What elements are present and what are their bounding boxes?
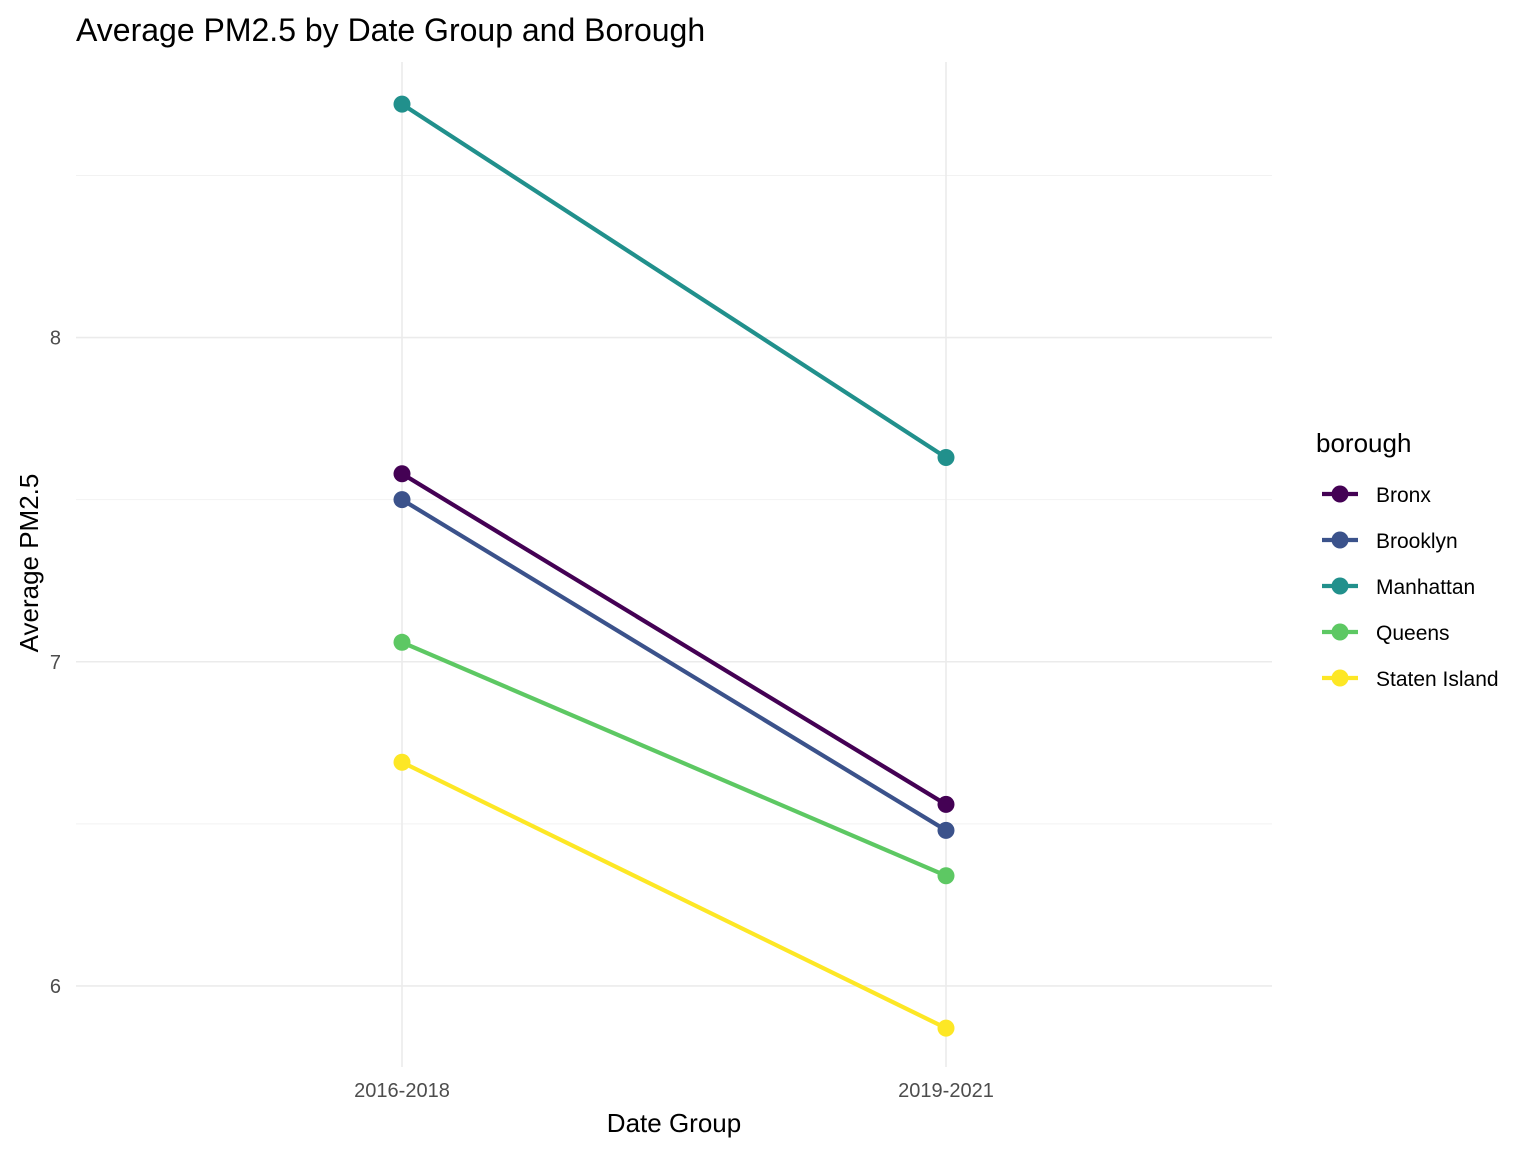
legend-item-queens: Queens <box>1322 622 1450 645</box>
x-tick-label: 2019-2021 <box>898 1080 994 1102</box>
y-tick-label: 8 <box>50 328 61 350</box>
data-point-manhattan <box>937 449 955 467</box>
data-point-queens <box>937 867 955 885</box>
data-point-staten-island <box>393 753 411 771</box>
legend: borough Bronx Brooklyn Manhattan Queens Stat… <box>1316 428 1499 691</box>
legend-key-point <box>1331 531 1349 549</box>
series-bronx <box>393 465 955 813</box>
legend-key-point <box>1331 577 1349 595</box>
data-point-bronx <box>393 465 411 483</box>
series-queens <box>393 633 955 885</box>
y-axis-title: Average PM2.5 <box>14 474 44 653</box>
legend-label: Bronx <box>1376 484 1431 507</box>
series-manhattan <box>393 95 955 467</box>
y-tick-label: 6 <box>50 976 61 998</box>
legend-item-staten-island: Staten Island <box>1322 668 1499 691</box>
legend-items: Bronx Brooklyn Manhattan Queens Staten Islan… <box>1322 484 1499 691</box>
data-series <box>393 95 955 1037</box>
series-line-bronx <box>400 471 948 807</box>
data-point-manhattan <box>393 95 411 113</box>
legend-label: Staten Island <box>1376 668 1499 691</box>
data-point-queens <box>393 633 411 651</box>
series-brooklyn <box>393 491 955 839</box>
series-line-queens <box>401 640 947 878</box>
series-line-brooklyn <box>400 497 948 833</box>
legend-title: borough <box>1316 428 1411 458</box>
x-axis-ticks: 2016-2018 2019-2021 <box>354 1080 994 1102</box>
x-tick-label: 2016-2018 <box>354 1080 450 1102</box>
legend-item-bronx: Bronx <box>1322 484 1431 507</box>
legend-key-point <box>1331 623 1349 641</box>
legend-key-point <box>1331 485 1349 503</box>
major-gridlines <box>76 62 1272 1067</box>
legend-key-point <box>1331 669 1349 687</box>
chart-title: Average PM2.5 by Date Group and Borough <box>76 12 705 48</box>
data-point-brooklyn <box>937 821 955 839</box>
legend-label: Brooklyn <box>1376 530 1458 553</box>
data-point-bronx <box>937 795 955 813</box>
y-tick-label: 7 <box>50 652 61 674</box>
series-staten-island <box>393 753 955 1037</box>
legend-label: Queens <box>1376 622 1450 645</box>
legend-label: Manhattan <box>1376 576 1475 599</box>
plot-panel <box>76 62 1272 1067</box>
legend-item-brooklyn: Brooklyn <box>1322 530 1458 553</box>
data-point-staten-island <box>937 1019 955 1037</box>
y-axis-ticks: 6 7 8 <box>50 328 61 998</box>
series-line-staten-island <box>401 760 947 1030</box>
x-axis-title: Date Group <box>607 1108 741 1138</box>
minor-gridlines <box>76 174 1272 825</box>
legend-item-manhattan: Manhattan <box>1322 576 1475 599</box>
series-line-manhattan <box>400 102 948 460</box>
data-point-brooklyn <box>393 491 411 509</box>
